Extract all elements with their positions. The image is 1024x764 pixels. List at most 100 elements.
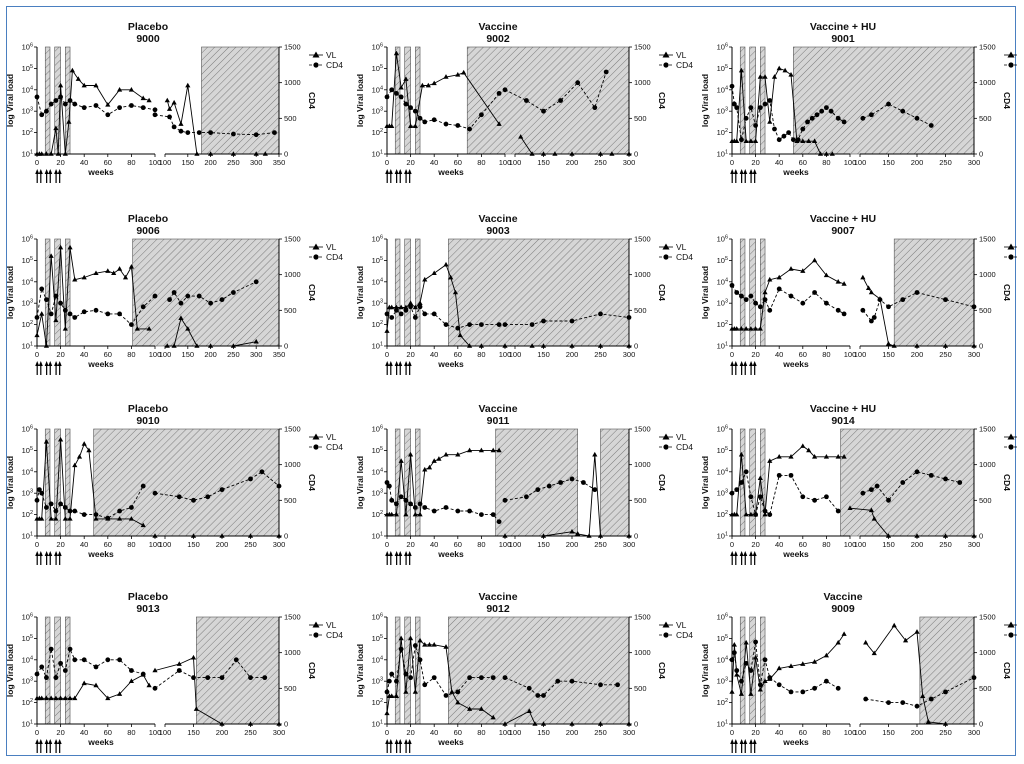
x-tick-label: 350 (273, 158, 286, 167)
vl-point (540, 721, 547, 726)
legend-vl-marker (662, 433, 670, 440)
shaded-region (44, 46, 51, 155)
cd4-point (479, 675, 484, 681)
x-tick-label: 20 (406, 728, 414, 737)
cd4-point (819, 108, 825, 114)
y2-tick-label: 0 (634, 150, 638, 159)
vaccination-arrowhead (48, 551, 53, 556)
tick-base: 10 (717, 698, 725, 707)
shaded-region (404, 238, 411, 347)
x-tick-label: 0 (35, 158, 39, 167)
x-tick-label: 0 (730, 158, 734, 167)
y-axis-label-right: CD4 (1002, 284, 1012, 301)
panel-title-group: Vaccine (478, 213, 517, 225)
x-tick-label: 100 (159, 158, 172, 167)
vl-point (502, 721, 508, 726)
vaccination-arrowhead (35, 551, 40, 556)
cd4-point (767, 307, 773, 313)
tick-base: 10 (717, 489, 725, 498)
panel-title-group: Vaccine (478, 403, 517, 415)
series-line-vl2 (865, 624, 946, 725)
cd4-point (67, 311, 73, 317)
cd4-point (869, 318, 874, 324)
cd4-point (762, 297, 768, 303)
vl-point (393, 693, 400, 698)
cd4-point (812, 290, 817, 295)
cd4-point (753, 123, 758, 128)
legend-vl-marker (312, 433, 320, 440)
tick-exponent: 5 (725, 446, 728, 452)
shaded-region (739, 616, 746, 725)
cd4-point (422, 119, 428, 125)
tick-exponent: 6 (725, 425, 728, 431)
vaccination-arrowhead (743, 361, 748, 366)
vl-point (408, 300, 414, 305)
vl-point (230, 343, 236, 348)
cd4-point (776, 286, 782, 292)
vaccination-arrowhead (35, 361, 40, 366)
cd4-point (734, 668, 740, 673)
vl-point (743, 138, 749, 143)
tick-base: 10 (22, 425, 30, 434)
cd4-point (743, 115, 749, 121)
tick-exponent: 2 (30, 128, 33, 134)
vl-point (43, 695, 50, 701)
shaded-region (415, 428, 421, 537)
vl-point (190, 533, 197, 538)
tick-base: 10 (22, 256, 30, 265)
cd4-point (581, 480, 586, 485)
y-axis-label-left: log Viral load (700, 456, 710, 509)
cd4-point (748, 668, 754, 673)
vaccination-arrowhead (388, 361, 393, 366)
vaccination-arrowhead (739, 739, 744, 744)
tick-exponent: 5 (380, 446, 383, 452)
cd4-point (129, 322, 134, 327)
vaccination-arrowhead (48, 361, 53, 366)
cd4-point (178, 128, 184, 134)
cd4-point (167, 297, 172, 303)
vl-point (140, 95, 146, 101)
tick-base: 10 (372, 128, 380, 137)
vl-point (398, 304, 404, 310)
y-tick-label: 102 (22, 698, 33, 707)
y-tick-label: 101 (372, 342, 383, 351)
tick-base: 10 (22, 235, 30, 244)
tick-base: 10 (22, 128, 30, 137)
vl-point (782, 67, 788, 73)
cd4-point (176, 668, 182, 673)
cd4-point (729, 490, 735, 496)
vl-point (53, 695, 59, 701)
y-axis-label-left: log Viral load (355, 644, 365, 697)
y-tick-label: 101 (717, 342, 728, 351)
cd4-point (455, 508, 461, 514)
y2-tick-label: 0 (634, 720, 638, 729)
x-tick-label: 20 (56, 158, 64, 167)
vl-point (455, 72, 461, 77)
vl-point (111, 270, 117, 276)
legend-cd4-marker (1008, 254, 1014, 260)
legend-cd4-label: CD4 (676, 630, 693, 640)
panel-title-id: 9000 (136, 33, 160, 45)
figure-frame: Placebo 9000 101 102 103 104 105 106 0 500 1000 150… (5, 6, 1024, 756)
vl-point (532, 721, 538, 726)
panel-9009: Vaccine900910110210310410510605001000150… (700, 591, 1024, 753)
vl-point (467, 343, 473, 348)
x-tick-label: 300 (968, 350, 981, 359)
legend-cd4-marker (1008, 62, 1014, 68)
vl-point (788, 266, 794, 271)
vl-point (185, 82, 191, 88)
cd4-point (431, 508, 437, 514)
vl-point (219, 721, 225, 726)
cd4-point (800, 300, 806, 306)
vaccination-arrowhead (749, 361, 754, 366)
vaccination-arrowhead (749, 739, 754, 744)
shaded-region (919, 616, 975, 725)
vl-point (540, 151, 547, 156)
vl-point (752, 326, 759, 331)
vl-point (817, 151, 824, 156)
tick-exponent: 3 (380, 677, 383, 683)
x-tick-label: 40 (80, 158, 88, 167)
y-tick-label: 104 (22, 467, 33, 476)
y-tick-label: 105 (717, 446, 728, 455)
cd4-point (140, 671, 146, 677)
